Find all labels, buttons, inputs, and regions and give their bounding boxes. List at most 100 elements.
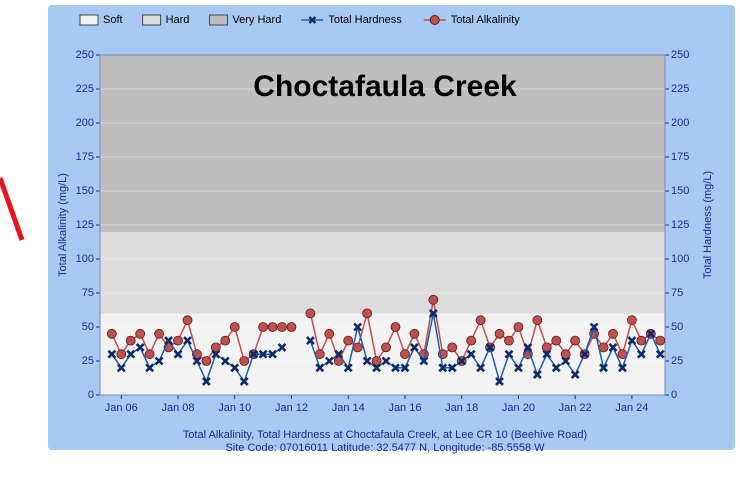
hardness-point — [570, 370, 580, 380]
hardness-point — [627, 336, 637, 346]
y-tick-label: 200 — [76, 117, 94, 129]
y2-tick-label: 0 — [671, 389, 677, 401]
x-tick-label: Jan 14 — [332, 402, 365, 414]
alkalinity-point — [258, 322, 269, 332]
hardness-point — [135, 342, 145, 352]
y2-tick-label: 50 — [671, 321, 683, 333]
alkalinity-point — [220, 335, 231, 346]
alkalinity-point — [560, 349, 571, 360]
alkalinity-point — [504, 335, 514, 346]
hardness-point — [542, 349, 552, 359]
alkalinity-point — [210, 342, 221, 353]
x-tick-label: Jan 06 — [105, 402, 138, 414]
alkalinity-point — [608, 328, 618, 339]
hardness-point — [249, 349, 259, 359]
hardness-point — [561, 356, 571, 366]
legend-label: Very Hard — [232, 14, 281, 26]
legend-label: Total Alkalinity — [451, 14, 521, 26]
hardness-point — [523, 342, 533, 352]
alkalinity-point — [551, 335, 562, 346]
y2-tick-label: 150 — [671, 185, 689, 197]
plot-border — [99, 54, 666, 396]
y2-tick-label: 175 — [671, 151, 689, 163]
alkalinity-point — [277, 322, 287, 332]
hardness-point — [599, 363, 608, 373]
alkalinity-point — [570, 335, 581, 346]
hardness-point — [372, 363, 382, 373]
hardness-point — [485, 342, 495, 352]
alkalinity-point — [116, 349, 127, 360]
hardness-point — [268, 349, 277, 359]
hardness-point — [438, 363, 448, 373]
hardness-point — [447, 363, 457, 373]
hardness-point — [409, 342, 419, 352]
alkalinity-point — [154, 328, 165, 339]
alkalinity-point — [409, 328, 420, 339]
alkalinity-point — [144, 349, 155, 360]
hardness-point — [220, 356, 230, 366]
y-tick-label: 50 — [82, 321, 94, 333]
alkalinity-point — [352, 342, 363, 353]
y2-tick-label: 200 — [671, 117, 689, 129]
hardness-point — [154, 356, 164, 366]
y2-tick-label: 75 — [671, 287, 683, 299]
alkalinity-point — [201, 356, 212, 366]
hardness-point — [239, 376, 249, 386]
alkalinity-point — [371, 356, 382, 366]
alkalinity-point — [636, 335, 647, 346]
y-tick-label: 25 — [82, 355, 94, 367]
alkalinity-point — [267, 322, 278, 332]
hardness-point — [305, 336, 315, 346]
alkalinity-point — [627, 315, 637, 326]
legend-label: Hard — [166, 14, 190, 26]
alkalinity-point — [447, 342, 458, 353]
y-tick-label: 150 — [76, 185, 94, 197]
hardness-point — [183, 336, 192, 346]
hardness-point — [258, 349, 268, 359]
hardness-point — [504, 349, 514, 359]
caption: Total Alkalinity, Total Hardness at Choc… — [183, 429, 587, 441]
x-tick-label: Jan 12 — [275, 402, 308, 414]
hardness-point — [419, 356, 429, 366]
alkalinity-point — [655, 335, 666, 346]
y-tick-label: 225 — [76, 83, 94, 95]
hardness-point — [457, 356, 467, 366]
hardness-point — [353, 322, 363, 332]
hardness-point — [315, 363, 325, 373]
hardness-point — [107, 349, 117, 359]
alkalinity-point — [513, 322, 524, 332]
hardness-point — [126, 349, 136, 359]
red-slash — [0, 177, 25, 241]
hardness-point — [201, 376, 211, 386]
y-axis-label: Total Alkalinity (mg/L) — [57, 173, 69, 277]
alkalinity-point — [135, 328, 146, 339]
hardness-point — [636, 349, 646, 359]
hardness-point — [173, 349, 183, 359]
hardness-point — [211, 349, 221, 359]
hardness-point — [400, 363, 410, 373]
alkalinity-point — [541, 342, 552, 353]
legend-label: Total Hardness — [328, 14, 402, 26]
hardness-point — [608, 342, 618, 352]
legend-swatch — [208, 14, 228, 26]
alkalinity-point — [400, 349, 410, 360]
hardness-point — [230, 363, 240, 373]
caption: Site Code: 07016011 Latitude: 32.5477 N,… — [225, 442, 545, 454]
alkalinity-point — [239, 356, 250, 366]
alkalinity-point — [475, 315, 486, 326]
x-tick-label: Jan 10 — [218, 402, 251, 414]
hardness-point — [381, 356, 391, 366]
alkalinity-point — [229, 322, 240, 332]
y2-axis-label: Total Hardness (mg/L) — [702, 171, 714, 279]
legend-marker — [308, 16, 317, 24]
alkalinity-point — [173, 335, 183, 346]
alkalinity-point — [362, 308, 373, 319]
x-tick-label: Jan 16 — [388, 402, 421, 414]
y2-tick-label: 250 — [671, 49, 689, 61]
hardness-point — [646, 329, 656, 339]
hardness-point — [551, 363, 561, 373]
hardness-point — [580, 349, 590, 359]
hardness-point — [655, 349, 665, 359]
legend-marker — [429, 15, 440, 25]
